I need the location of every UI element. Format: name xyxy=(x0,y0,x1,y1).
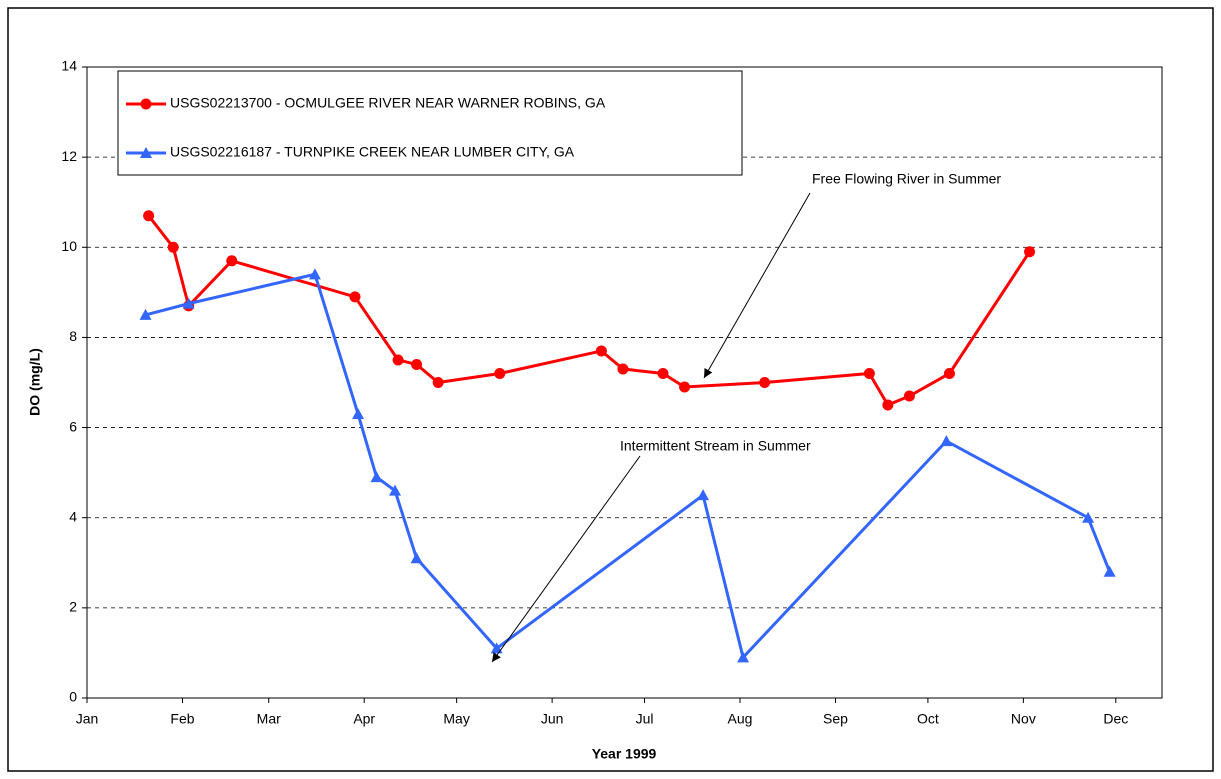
y-axis-label: DO (mg/L) xyxy=(27,348,43,416)
point xyxy=(410,552,423,564)
point xyxy=(389,484,402,496)
point xyxy=(759,377,771,388)
y-tick-label: 8 xyxy=(69,328,77,344)
point xyxy=(167,241,179,253)
x-tick-label: Jan xyxy=(76,711,99,727)
annotation: Intermittent Stream in Summer xyxy=(620,438,811,454)
legend-box xyxy=(117,70,743,176)
point xyxy=(1082,511,1095,523)
point xyxy=(349,291,361,303)
annotation: Free Flowing River in Summer xyxy=(812,171,1001,187)
point xyxy=(352,408,365,420)
point xyxy=(494,367,506,379)
x-tick-label: Jul xyxy=(636,711,654,727)
y-tick-label: 2 xyxy=(69,599,77,615)
point xyxy=(863,367,875,379)
point xyxy=(679,381,691,393)
x-tick-label: Feb xyxy=(170,711,194,727)
point xyxy=(182,297,195,309)
point xyxy=(1103,565,1116,577)
point xyxy=(943,367,955,379)
point xyxy=(139,308,152,320)
annotation-arrow xyxy=(491,455,641,663)
plot-frame xyxy=(86,66,1163,699)
point xyxy=(370,471,383,483)
point xyxy=(432,377,444,388)
point xyxy=(392,354,404,366)
point xyxy=(657,367,669,379)
point xyxy=(143,210,155,222)
y-tick-label: 4 xyxy=(69,508,77,524)
y-tick-label: 0 xyxy=(69,689,77,705)
point xyxy=(617,363,629,375)
point xyxy=(737,651,750,663)
x-tick-label: Apr xyxy=(353,711,375,727)
point xyxy=(903,390,915,402)
x-tick-label: Dec xyxy=(1103,711,1128,727)
x-tick-label: Nov xyxy=(1011,711,1036,727)
annotation-arrow xyxy=(703,192,811,379)
point xyxy=(595,345,607,357)
x-tick-label: Aug xyxy=(728,711,753,727)
legend-label: USGS02213700 - OCMULGEE RIVER NEAR WARNE… xyxy=(170,95,606,111)
point xyxy=(411,358,423,370)
x-tick-label: Oct xyxy=(917,711,939,727)
y-tick-label: 12 xyxy=(61,148,77,164)
x-axis-label: Year 1999 xyxy=(592,746,657,762)
x-tick-label: Jun xyxy=(541,711,564,727)
legend-marker xyxy=(140,98,152,110)
point xyxy=(882,399,894,411)
point xyxy=(308,268,321,280)
legend-label: USGS02216187 - TURNPIKE CREEK NEAR LUMBE… xyxy=(170,144,575,160)
point xyxy=(940,435,953,447)
y-tick-label: 10 xyxy=(61,238,77,254)
x-tick-label: May xyxy=(443,711,469,727)
legend-marker xyxy=(140,147,152,158)
x-tick-label: Sep xyxy=(823,711,848,727)
y-tick-label: 6 xyxy=(69,418,77,434)
point xyxy=(1024,246,1036,258)
x-tick-label: Mar xyxy=(257,711,281,727)
point xyxy=(226,255,238,267)
y-tick-label: 14 xyxy=(61,58,77,74)
point xyxy=(697,489,710,501)
